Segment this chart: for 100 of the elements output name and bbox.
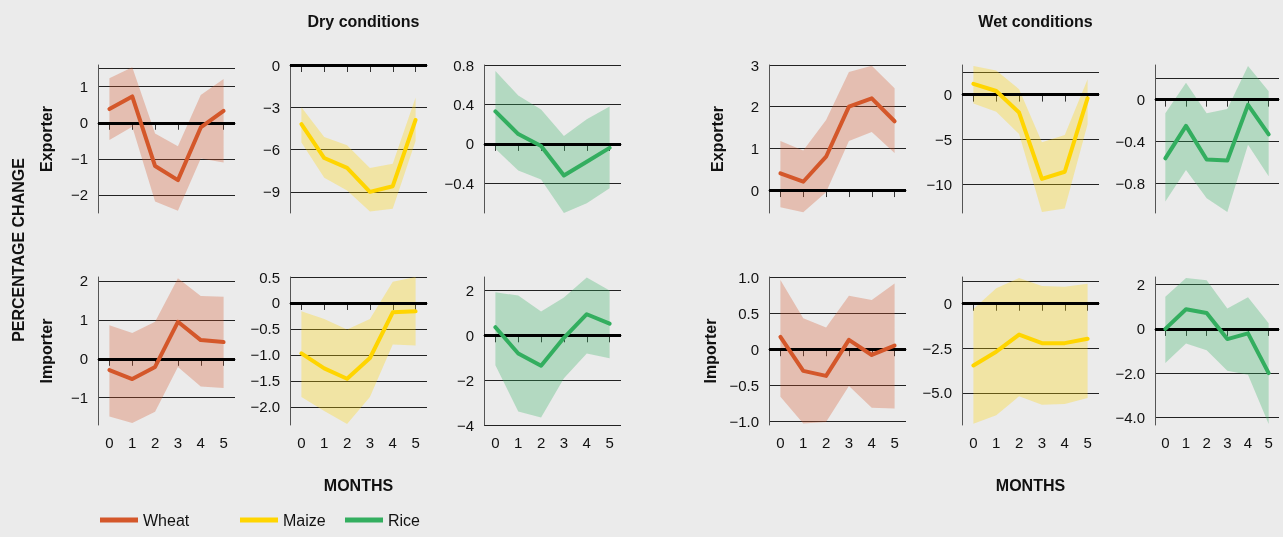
y-tick-label: 2 — [465, 281, 474, 299]
y-tick-label: 0 — [1136, 91, 1145, 109]
x-tick-label: 3 — [844, 434, 854, 451]
x-tick-label: 0 — [776, 434, 785, 451]
y-axis-title: Exporter — [708, 106, 726, 172]
x-tick-label: 1 — [320, 434, 329, 451]
y-tick-label: −9 — [262, 183, 280, 201]
line-series — [493, 312, 612, 368]
y-tick-label: 2 — [79, 272, 88, 290]
y-tick-label: −1 — [70, 150, 88, 168]
x-tick-label: 0 — [1161, 434, 1170, 451]
x-tick-label: 4 — [582, 434, 591, 451]
line-series — [778, 96, 897, 184]
y-tick-label: 2 — [1136, 276, 1145, 294]
y-tick-label: 0 — [943, 295, 952, 313]
x-tick-label: 1 — [992, 434, 1001, 451]
y-tick-label: −0.5 — [729, 376, 759, 394]
y-tick-label: −4 — [456, 416, 474, 434]
line-series — [299, 309, 418, 381]
line-series — [1163, 307, 1271, 376]
line-series — [1163, 102, 1271, 163]
y-tick-label: −2 — [70, 186, 88, 204]
x-tick-label: 2 — [821, 434, 831, 451]
x-tick-label: 0 — [105, 434, 114, 451]
y-tick-label: −2.5 — [922, 339, 952, 357]
y-tick-label: −2 — [456, 371, 474, 389]
y-tick-label: 0 — [1136, 320, 1145, 338]
y-tick-label: −1.0 — [729, 412, 759, 430]
line-series — [971, 81, 1090, 181]
x-tick-label: 5 — [890, 434, 899, 451]
y-tick-label: 0 — [271, 294, 280, 312]
x-tick-label: 0 — [297, 434, 306, 451]
line-series — [107, 94, 226, 183]
x-tick-label: 4 — [1060, 434, 1069, 451]
x-tick-label: 1 — [128, 434, 137, 451]
y-tick-label: −0.4 — [1115, 133, 1145, 151]
y-tick-label: 0.5 — [738, 304, 759, 322]
x-tick-label: 3 — [1037, 434, 1047, 451]
x-tick-label: 4 — [388, 434, 397, 451]
y-axis-title: Exporter — [37, 106, 55, 172]
line-series — [107, 319, 226, 382]
y-tick-label: 0 — [271, 56, 280, 74]
x-tick-label: 5 — [1083, 434, 1092, 451]
x-tick-label: 5 — [219, 434, 228, 451]
x-tick-label: 2 — [150, 434, 160, 451]
x-tick-label: 3 — [173, 434, 183, 451]
y-axis-title: Importer — [701, 318, 719, 384]
legend-label: Wheat — [143, 511, 190, 529]
x-tick-label: 0 — [491, 434, 500, 451]
x-tick-label: 2 — [1202, 434, 1211, 451]
line-series — [299, 117, 418, 194]
x-axis-title: MONTHS — [995, 476, 1066, 494]
y-tick-label: 0 — [79, 350, 88, 368]
x-axis-title: MONTHS — [323, 476, 394, 494]
x-tick-label: 2 — [342, 434, 352, 451]
x-tick-label: 5 — [411, 434, 420, 451]
y-tick-label: −6 — [262, 141, 280, 159]
y-tick-label: −2.0 — [250, 398, 280, 416]
x-tick-label: 4 — [867, 434, 876, 451]
text: PERCENTAGE CHANGE — [9, 157, 27, 342]
x-tick-label: 2 — [536, 434, 546, 451]
x-tick-label: 2 — [1014, 434, 1024, 451]
y-tick-label: −5 — [934, 130, 952, 148]
x-tick-label: 0 — [969, 434, 978, 451]
y-tick-label: −1.5 — [250, 372, 280, 390]
x-tick-label: 1 — [514, 434, 523, 451]
x-tick-label: 1 — [1181, 434, 1191, 451]
x-tick-label: 3 — [365, 434, 375, 451]
y-tick-label: 0 — [750, 340, 759, 358]
y-tick-label: 2 — [750, 98, 759, 116]
y-tick-label: 0 — [79, 114, 88, 132]
chart-title: Dry conditions — [307, 12, 420, 30]
y-tick-label: −0.8 — [1115, 175, 1145, 193]
x-tick-label: 1 — [799, 434, 808, 451]
x-tick-label: 5 — [1264, 434, 1273, 451]
y-tick-label: 0.8 — [453, 56, 474, 74]
y-tick-label: −1 — [70, 389, 88, 407]
legend-label: Maize — [283, 511, 326, 529]
line-series — [971, 332, 1090, 368]
y-tick-label: 1 — [79, 78, 88, 96]
y-tick-label: 3 — [750, 56, 759, 74]
y-tick-label: 0 — [465, 326, 474, 344]
x-tick-label: 4 — [1243, 434, 1253, 451]
x-tick-label: 3 — [559, 434, 569, 451]
line-series — [493, 109, 612, 178]
y-tick-label: 1.0 — [738, 268, 759, 286]
legend-label: Rice — [388, 511, 421, 529]
y-tick-label: 0 — [465, 135, 474, 153]
y-tick-label: −10 — [926, 175, 952, 193]
y-tick-label: −0.4 — [444, 174, 474, 192]
y-tick-label: −5.0 — [922, 384, 952, 402]
y-tick-label: 1 — [79, 311, 88, 329]
y-tick-label: −4.0 — [1115, 408, 1145, 426]
x-tick-label: 3 — [1223, 434, 1232, 451]
y-tick-label: 1 — [750, 139, 759, 157]
y-tick-label: 0.5 — [259, 268, 280, 286]
y-tick-label: −0.5 — [250, 320, 280, 338]
chart-title: Wet conditions — [978, 12, 1093, 30]
line-series — [778, 334, 897, 378]
y-tick-label: 0.4 — [453, 95, 474, 113]
